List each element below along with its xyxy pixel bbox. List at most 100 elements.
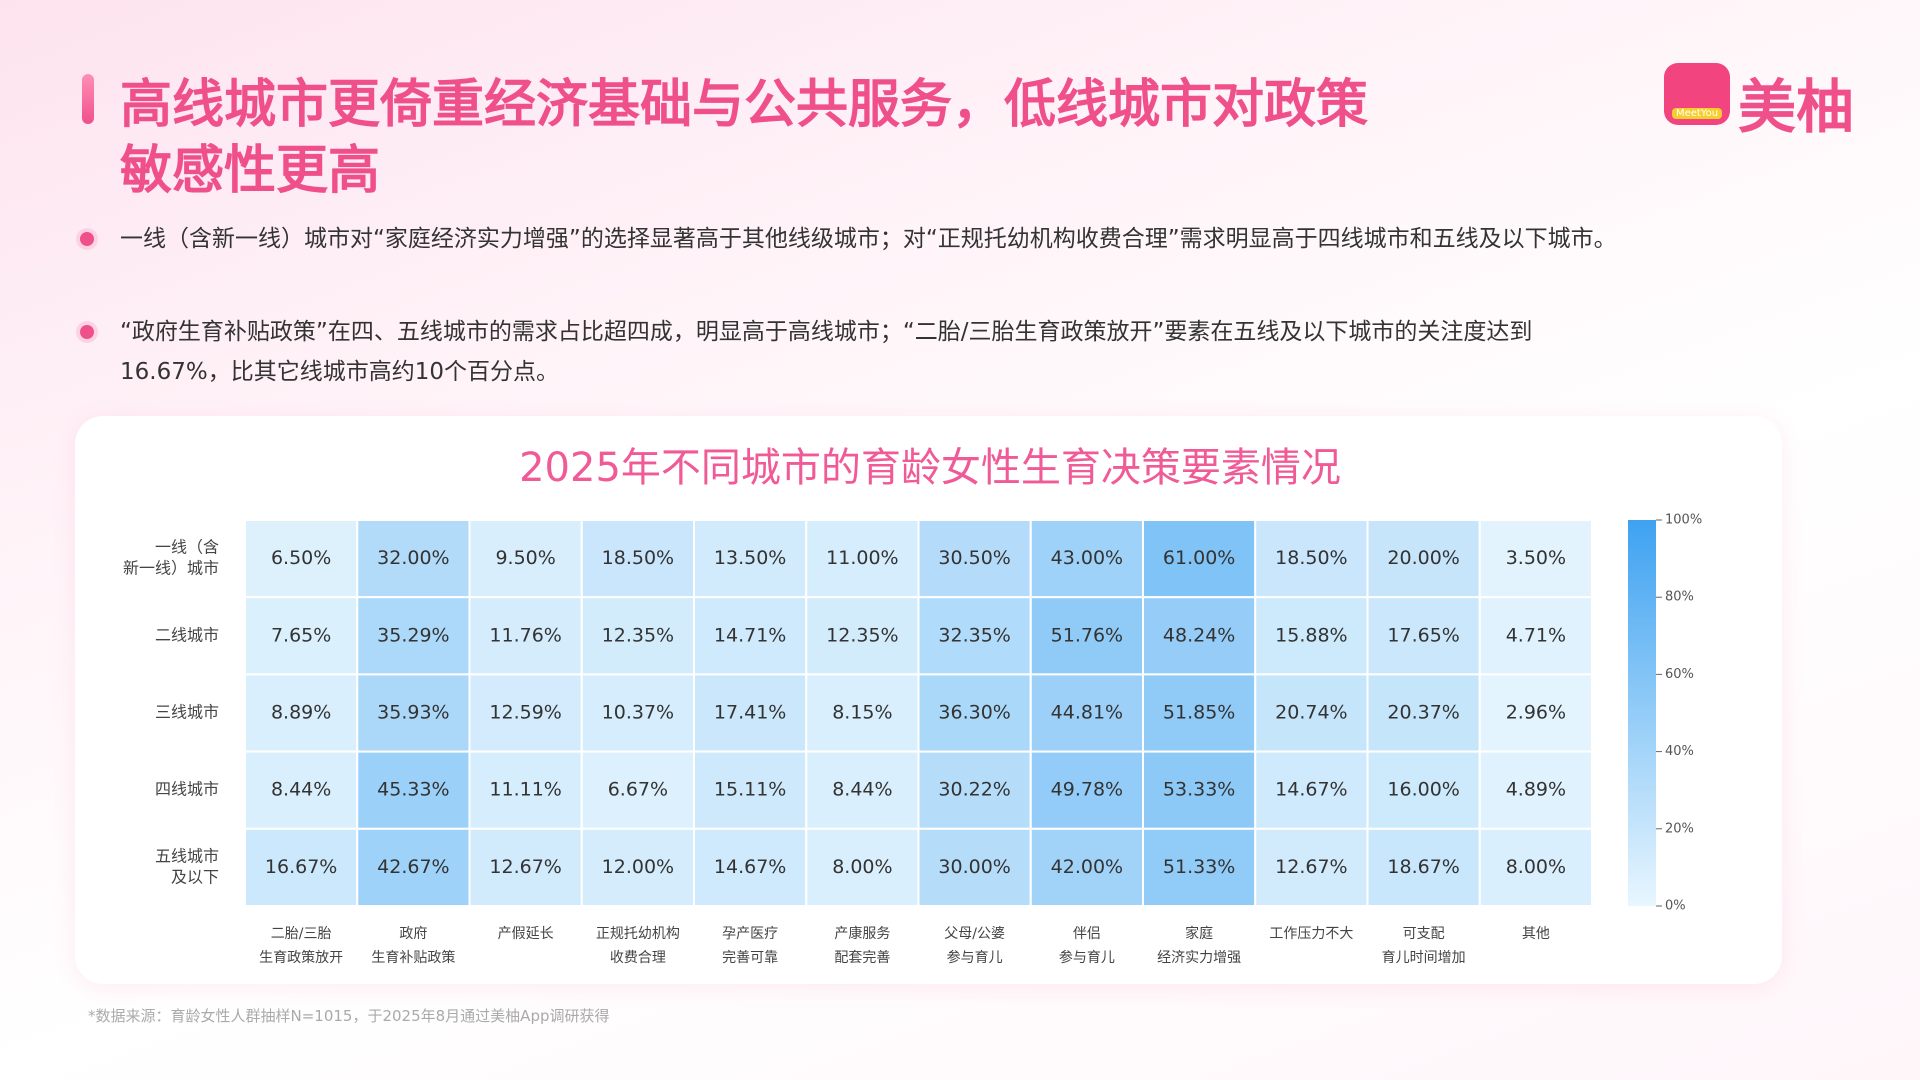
cell-label: 20.00%	[1387, 547, 1459, 569]
x-tick-label: 完善可靠	[722, 950, 778, 966]
cell-label: 14.71%	[714, 624, 786, 646]
heat-cell	[356, 827, 471, 907]
row-label: 一线（含	[155, 538, 219, 557]
cell-label: 61.00%	[1163, 547, 1235, 569]
cell-label: 2.96%	[1506, 702, 1566, 724]
row-label: 及以下	[171, 867, 219, 886]
heat-cell	[1478, 519, 1593, 599]
heat-cell	[1478, 596, 1593, 676]
cell-label: 6.50%	[271, 547, 331, 569]
x-tick-label: 正规托幼机构	[596, 926, 680, 942]
heat-cell	[917, 519, 1032, 599]
heat-cell	[1029, 596, 1144, 676]
bullet-dot	[80, 232, 94, 246]
slide-title: 敏感性更高	[120, 141, 381, 201]
cell-label: 6.67%	[608, 779, 668, 801]
cell-label: 42.67%	[377, 856, 449, 878]
cell-label: 4.89%	[1506, 779, 1566, 801]
heat-cell	[1478, 673, 1593, 753]
heat-cell	[468, 673, 583, 753]
logo-badge: MeetYou	[1672, 108, 1723, 119]
cell-label: 8.00%	[832, 856, 892, 878]
heat-cell	[1478, 750, 1593, 830]
cell-label: 18.67%	[1387, 856, 1459, 878]
cell-label: 18.50%	[1275, 547, 1347, 569]
x-tick-label: 父母/公婆	[944, 926, 1005, 942]
cell-label: 32.35%	[938, 624, 1010, 646]
colorbar-tick-label: 100%	[1665, 513, 1702, 528]
heat-cell	[580, 519, 695, 599]
cell-label: 35.93%	[377, 702, 449, 724]
x-tick-label: 家庭	[1185, 925, 1213, 942]
cell-label: 12.35%	[602, 624, 674, 646]
heat-cell	[1366, 596, 1481, 676]
cell-label: 45.33%	[377, 779, 449, 801]
cell-label: 16.00%	[1387, 779, 1459, 801]
cell-label: 15.11%	[714, 779, 786, 801]
cell-label: 8.89%	[271, 702, 331, 724]
cell-label: 12.59%	[489, 702, 561, 724]
row-label: 四线城市	[155, 780, 219, 799]
heat-cell	[917, 827, 1032, 907]
heat-cell	[1142, 596, 1257, 676]
bullet-dot	[80, 325, 94, 339]
row-label: 二线城市	[155, 625, 219, 644]
bullet-text: 一线（含新一线）城市对“家庭经济实力增强”的选择显著高于其他线级城市；对“正规托…	[120, 226, 1617, 252]
x-tick-label: 参与育儿	[947, 949, 1003, 966]
cell-label: 11.76%	[489, 624, 561, 646]
cell-label: 17.41%	[714, 702, 786, 724]
x-tick-label: 孕产医疗	[722, 926, 778, 942]
row-label: 五线城市	[155, 846, 219, 865]
x-tick-label: 产康服务	[834, 925, 890, 942]
cell-label: 8.00%	[1506, 856, 1566, 878]
bullet-text: “政府生育补贴政策”在四、五线城市的需求占比超四成，明显高于高线城市；“二胎/三…	[120, 319, 1533, 385]
cell-label: 10.37%	[602, 702, 674, 724]
cell-label: 15.88%	[1275, 624, 1347, 646]
cell-label: 11.00%	[826, 547, 898, 569]
cell-label: 35.29%	[377, 624, 449, 646]
heat-cell	[1478, 827, 1593, 907]
heat-cell	[805, 519, 920, 599]
x-tick-label: 参与育儿	[1059, 949, 1115, 966]
cell-label: 20.74%	[1275, 702, 1347, 724]
heat-cell	[1366, 519, 1481, 599]
row-label: 三线城市	[155, 703, 219, 722]
cell-label: 43.00%	[1051, 547, 1123, 569]
x-tick-label: 生育补贴政策	[371, 949, 455, 966]
cell-label: 12.35%	[826, 624, 898, 646]
cell-label: 49.78%	[1051, 779, 1123, 801]
cell-label: 42.00%	[1051, 856, 1123, 878]
cell-label: 11.11%	[489, 779, 561, 801]
heat-cell	[468, 827, 583, 907]
cell-label: 51.33%	[1163, 856, 1235, 878]
colorbar-tick-label: 20%	[1665, 821, 1694, 836]
cell-label: 16.67%	[265, 856, 337, 878]
cell-label: 9.50%	[495, 547, 555, 569]
cell-label: 30.50%	[938, 547, 1010, 569]
heat-cell	[1366, 827, 1481, 907]
heat-cell	[1029, 827, 1144, 907]
x-tick-label: 可支配	[1403, 926, 1445, 942]
heat-cell	[917, 673, 1032, 753]
x-tick-label: 育儿时间增加	[1382, 950, 1466, 966]
heat-cell	[580, 827, 695, 907]
heat-cell	[805, 673, 920, 753]
heat-cell	[917, 596, 1032, 676]
cell-label: 12.00%	[602, 856, 674, 878]
cell-label: 36.30%	[938, 702, 1010, 724]
heat-cell	[1254, 750, 1369, 830]
heat-cell	[244, 827, 359, 907]
cell-label: 18.50%	[602, 547, 674, 569]
cell-label: 12.67%	[489, 856, 561, 878]
cell-label: 13.50%	[714, 547, 786, 569]
heat-cell	[693, 750, 808, 830]
cell-label: 14.67%	[1275, 779, 1347, 801]
cell-label: 53.33%	[1163, 779, 1235, 801]
cell-label: 3.50%	[1506, 547, 1566, 569]
cell-label: 8.44%	[832, 779, 892, 801]
heat-cell	[693, 827, 808, 907]
colorbar-tick-label: 40%	[1665, 744, 1694, 759]
x-tick-label: 生育政策放开	[259, 949, 343, 966]
cell-label: 44.81%	[1051, 702, 1123, 724]
